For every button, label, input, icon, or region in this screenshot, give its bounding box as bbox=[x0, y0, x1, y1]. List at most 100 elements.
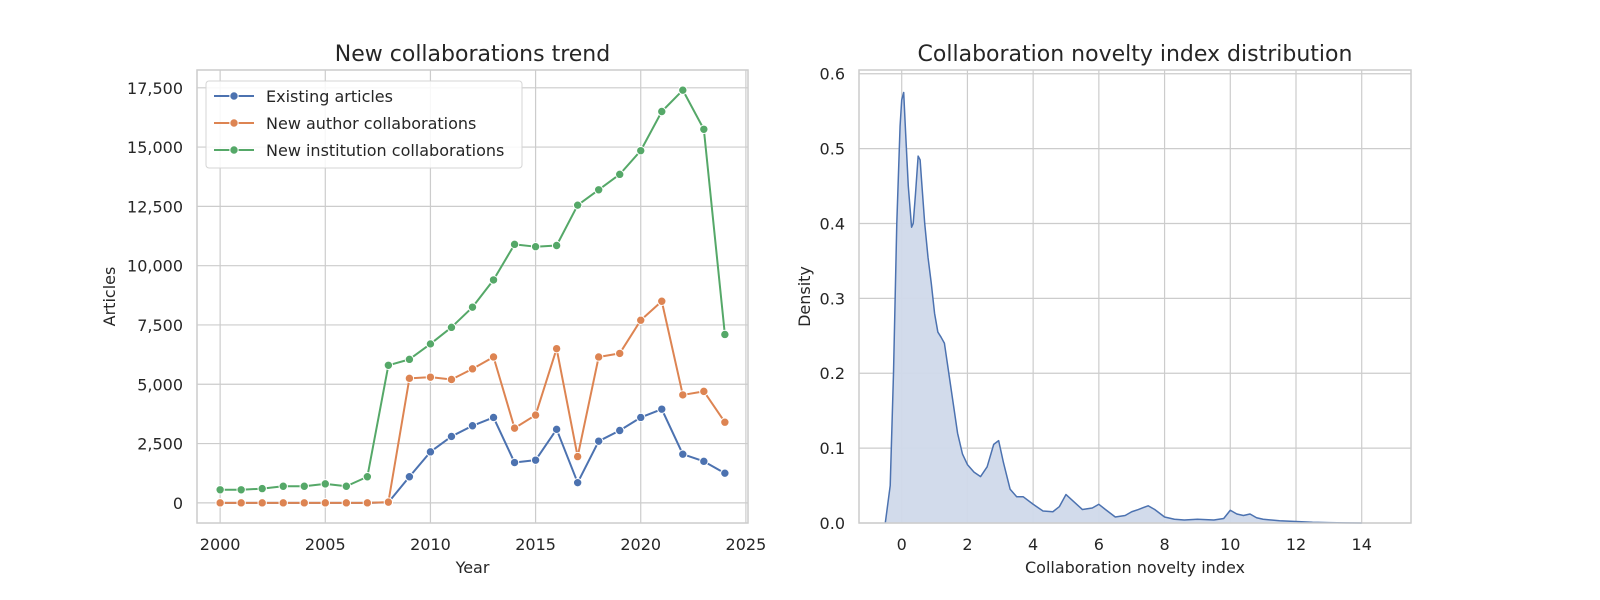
data-point bbox=[720, 417, 730, 427]
data-point bbox=[215, 485, 225, 495]
y-tick-label: 0.3 bbox=[820, 289, 845, 308]
chart-0-series bbox=[215, 85, 730, 508]
data-point bbox=[657, 296, 667, 306]
x-tick-label: 0 bbox=[897, 535, 907, 554]
chart-0-x-axis-label: Year bbox=[455, 558, 490, 577]
data-point bbox=[720, 329, 730, 340]
x-tick-label: 14 bbox=[1352, 535, 1372, 554]
data-point bbox=[383, 497, 394, 507]
legend-marker-0 bbox=[229, 91, 239, 101]
y-tick-label: 0 bbox=[173, 494, 183, 513]
data-point bbox=[593, 352, 604, 362]
data-point bbox=[530, 455, 541, 465]
legend-label-0: Existing articles bbox=[266, 87, 393, 106]
data-point bbox=[699, 386, 709, 397]
data-point bbox=[425, 339, 436, 349]
x-tick-label: 6 bbox=[1094, 535, 1104, 554]
y-tick-label: 17,500 bbox=[127, 79, 183, 98]
y-tick-label: 0.5 bbox=[820, 140, 845, 159]
data-point bbox=[572, 477, 583, 488]
data-point bbox=[615, 169, 625, 180]
data-point bbox=[593, 436, 604, 446]
data-point bbox=[446, 374, 457, 385]
data-point bbox=[362, 498, 373, 508]
y-tick-label: 7,500 bbox=[137, 316, 183, 335]
data-point bbox=[215, 498, 225, 508]
data-point bbox=[720, 468, 730, 478]
x-tick-label: 12 bbox=[1286, 535, 1306, 554]
data-point bbox=[551, 424, 562, 435]
data-point bbox=[341, 481, 352, 491]
data-point bbox=[404, 373, 415, 384]
y-tick-label: 12,500 bbox=[127, 197, 183, 216]
y-tick-label: 0.2 bbox=[820, 364, 845, 383]
data-point bbox=[467, 421, 478, 431]
data-point bbox=[488, 352, 499, 362]
data-point bbox=[446, 431, 457, 442]
data-point bbox=[299, 498, 309, 508]
data-point bbox=[678, 390, 688, 400]
data-point bbox=[362, 472, 373, 482]
legend-label-2: New institution collaborations bbox=[266, 141, 504, 160]
series-line-1 bbox=[220, 300, 726, 504]
data-point bbox=[446, 322, 457, 333]
data-point bbox=[404, 354, 415, 365]
data-point bbox=[699, 456, 709, 467]
data-point bbox=[593, 185, 604, 195]
chart-1-ticks: 0 2 4 6 8 10 12 14 0.0 0.1 0.2 0.3 0.4 0.5 0.6 bbox=[820, 65, 1372, 554]
data-point bbox=[488, 275, 499, 285]
y-tick-label: 0.1 bbox=[820, 439, 845, 458]
chart-1-title: Collaboration novelty index distribution bbox=[918, 42, 1353, 67]
data-point bbox=[615, 425, 625, 436]
x-tick-label: 2025 bbox=[726, 535, 767, 554]
chart-1-x-axis-label: Collaboration novelty index bbox=[1025, 558, 1245, 577]
x-tick-label: 10 bbox=[1220, 535, 1240, 554]
data-point bbox=[320, 479, 330, 489]
x-tick-label: 2000 bbox=[200, 535, 241, 554]
data-point bbox=[615, 348, 625, 359]
chart-1-series bbox=[884, 91, 1362, 524]
data-point bbox=[383, 360, 394, 370]
chart-collaborations-trend: 2000 2005 2010 2015 2020 2025 0 2,500 5,000 7,500… bbox=[100, 42, 766, 577]
data-point bbox=[404, 472, 415, 482]
data-point bbox=[530, 241, 541, 252]
data-point bbox=[657, 106, 667, 117]
data-point bbox=[636, 315, 646, 325]
data-point bbox=[467, 364, 478, 374]
data-point bbox=[678, 449, 688, 459]
chart-novelty-distribution: 0 2 4 6 8 10 12 14 0.0 0.1 0.2 0.3 0.4 0.5 0.6 Collabo… bbox=[795, 42, 1412, 577]
y-tick-label: 0.6 bbox=[820, 65, 845, 84]
chart-1-y-axis-label: Density bbox=[795, 266, 814, 327]
data-point bbox=[320, 498, 330, 508]
data-point bbox=[509, 239, 520, 250]
data-point bbox=[236, 498, 246, 508]
data-point bbox=[425, 372, 436, 382]
y-tick-label: 0.4 bbox=[820, 214, 845, 233]
data-point bbox=[509, 457, 520, 468]
data-point bbox=[341, 498, 352, 508]
x-tick-label: 2010 bbox=[410, 535, 451, 554]
x-tick-label: 2020 bbox=[620, 535, 661, 554]
data-point bbox=[236, 485, 246, 495]
data-point bbox=[278, 498, 288, 508]
y-tick-label: 2,500 bbox=[137, 435, 183, 454]
legend-marker-1 bbox=[229, 118, 239, 128]
data-point bbox=[299, 481, 309, 491]
y-tick-label: 0.0 bbox=[820, 514, 845, 533]
y-tick-label: 10,000 bbox=[127, 257, 183, 276]
data-point bbox=[657, 404, 667, 414]
data-point bbox=[257, 483, 267, 494]
chart-0-title: New collaborations trend bbox=[335, 42, 610, 67]
legend-marker-2 bbox=[229, 145, 239, 155]
x-tick-label: 4 bbox=[1028, 535, 1038, 554]
data-point bbox=[278, 481, 288, 491]
y-tick-label: 5,000 bbox=[137, 375, 183, 394]
legend-box bbox=[205, 80, 523, 169]
chart-1-frame bbox=[858, 69, 1412, 524]
data-point bbox=[636, 412, 646, 423]
data-point bbox=[572, 451, 583, 462]
data-point bbox=[257, 498, 267, 508]
chart-0-ticks: 2000 2005 2010 2015 2020 2025 0 2,500 5,000 7,500… bbox=[127, 79, 766, 554]
x-tick-label: 8 bbox=[1159, 535, 1169, 554]
